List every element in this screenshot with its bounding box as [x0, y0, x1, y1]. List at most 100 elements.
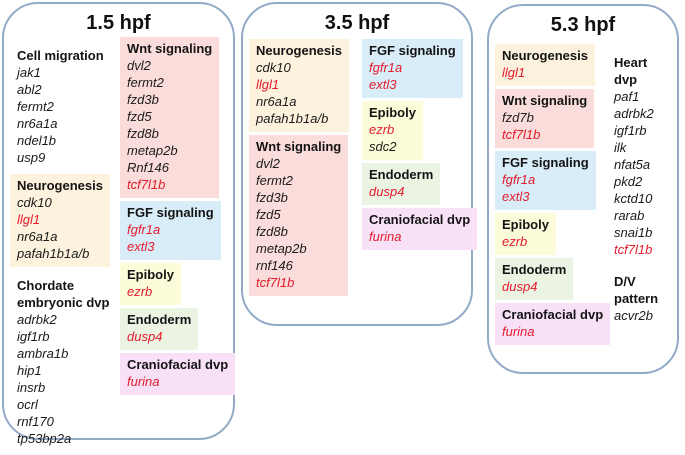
gene-fermt2: fermt2 — [127, 75, 164, 90]
gene-pafah1b1a-b: pafah1b1a/b — [17, 246, 90, 261]
group-endoderm: Endoderm dusp4 — [362, 163, 441, 205]
gene-acvr2b: acvr2b — [614, 308, 654, 323]
gene-ezrb: ezrb — [369, 122, 395, 137]
group-neurogenesis: Neurogenesis cdk10 llgl1 nr6a1a pafah1b1a/b — [249, 39, 349, 132]
group-fgf-signaling: FGF signaling fgfr1a extl3 — [120, 201, 221, 260]
gene-hip1: hip1 — [17, 363, 42, 378]
group-title: Neurogenesis — [502, 48, 588, 63]
gene-nfat5a: nfat5a — [614, 157, 651, 172]
gene-fzd5: fzd5 — [127, 109, 152, 124]
group-title: Craniofacial dvp — [369, 212, 471, 227]
group-epiboly: Epiboly ezrb — [495, 213, 556, 255]
gene-snai1b: snai1b — [614, 225, 653, 240]
group-d-v-pattern: D/V pattern acvr2b — [607, 270, 677, 329]
group-endoderm: Endoderm dusp4 — [120, 308, 199, 350]
group-neurogenesis: Neurogenesis cdk10 llgl1 nr6a1a pafah1b1a/b — [10, 174, 110, 267]
gene-nr6a1a: nr6a1a — [256, 94, 297, 109]
group-title: D/V pattern — [614, 274, 659, 306]
group-wnt-signaling: Wnt signaling dvl2 fermt2 fzd3b fzd5 fzd8b met… — [249, 135, 349, 296]
gene-fgfr1a: fgfr1a — [369, 60, 403, 75]
gene-ezrb: ezrb — [502, 234, 528, 249]
gene-pkd2: pkd2 — [614, 174, 643, 189]
gene-abl2: abl2 — [17, 82, 42, 97]
gene-rnf170: rnf170 — [17, 414, 54, 429]
gene-extl3: extl3 — [127, 239, 155, 254]
gene-ezrb: ezrb — [127, 284, 153, 299]
group-epiboly: Epiboly ezrb sdc2 — [362, 101, 423, 160]
group-epiboly: Epiboly ezrb — [120, 263, 181, 305]
gene-fermt2: fermt2 — [256, 173, 293, 188]
gene-fzd7b: fzd7b — [502, 110, 534, 125]
group-title: Wnt signaling — [502, 93, 588, 108]
group-title: Epiboly — [369, 105, 416, 120]
gene-extl3: extl3 — [369, 77, 397, 92]
gene-nr6a1a: nr6a1a — [17, 116, 58, 131]
panel-columns: Cell migration jak1 abl2 fermt2 nr6a1a ndel1b… — [4, 35, 236, 455]
gene-furina: furina — [502, 324, 535, 339]
gene-llgl1: llgl1 — [256, 77, 280, 92]
gene-fgfr1a: fgfr1a — [502, 172, 536, 187]
gene-adrbk2: adrbk2 — [17, 312, 57, 327]
panel-columns: Neurogenesis llgl1 Wnt signaling fzd7b tcf7l… — [489, 37, 677, 348]
gene-dvl2: dvl2 — [256, 156, 280, 171]
group-title: FGF signaling — [369, 43, 456, 58]
gene-rnf146: rnf146 — [256, 258, 293, 273]
gene-ocrl: ocrl — [17, 397, 38, 412]
panel-column: FGF signaling fgfr1a extl3 Epiboly ezrb sdc2 E… — [362, 39, 478, 299]
panel-columns: Neurogenesis cdk10 llgl1 nr6a1a pafah1b1a/b W… — [243, 35, 478, 299]
gene-rnf146: Rnf146 — [127, 160, 169, 175]
gene-tcf7l1b: tcf7l1b — [256, 275, 295, 290]
group-title: Endoderm — [502, 262, 567, 277]
gene-sdc2: sdc2 — [369, 139, 397, 154]
group-title: Wnt signaling — [256, 139, 342, 154]
group-heart-dvp: Heart dvp paf1 adrbk2 igf1rb ilk nfat5a pkd2 kc… — [607, 51, 677, 263]
gene-adrbk2: adrbk2 — [614, 106, 654, 121]
gene-jak1: jak1 — [17, 65, 41, 80]
gene-dusp4: dusp4 — [502, 279, 538, 294]
gene-furina: furina — [369, 229, 402, 244]
group-title: Endoderm — [369, 167, 434, 182]
gene-pafah1b1a-b: pafah1b1a/b — [256, 111, 329, 126]
group-title: Chordate embryonic dvp — [17, 278, 110, 310]
group-fgf-signaling: FGF signaling fgfr1a extl3 — [495, 151, 596, 210]
gene-furina: furina — [127, 374, 160, 389]
gene-ndel1b: ndel1b — [17, 133, 57, 148]
gene-metap2b: metap2b — [256, 241, 307, 256]
gene-rarab: rarab — [614, 208, 645, 223]
group-chordate-embryonic-dvp: Chordate embryonic dvp adrbk2 igf1rb ambra1… — [10, 274, 120, 452]
gene-tp53bp2a: tp53bp2a — [17, 431, 72, 446]
panel-1-5-hpf: 1.5 hpf Cell migration jak1 abl2 fermt2 nr6a… — [2, 2, 236, 446]
gene-dvl2: dvl2 — [127, 58, 151, 73]
group-title: Wnt signaling — [127, 41, 213, 56]
gene-ambra1b: ambra1b — [17, 346, 69, 361]
gene-insrb: insrb — [17, 380, 46, 395]
gene-metap2b: metap2b — [127, 143, 178, 158]
group-wnt-signaling: Wnt signaling dvl2 fermt2 fzd3b fzd5 fzd8b met… — [120, 37, 220, 198]
group-craniofacial-dvp: Craniofacial dvp furina — [120, 353, 236, 395]
gene-fzd8b: fzd8b — [127, 126, 159, 141]
gene-kctd10: kctd10 — [614, 191, 653, 206]
panel-column: Heart dvp paf1 adrbk2 igf1rb ilk nfat5a pkd2 kc… — [607, 44, 677, 348]
group-title: Neurogenesis — [256, 43, 342, 58]
gene-fzd3b: fzd3b — [127, 92, 159, 107]
group-title: Cell migration — [17, 48, 104, 63]
gene-tcf7l1b: tcf7l1b — [127, 177, 166, 192]
group-cell-migration: Cell migration jak1 abl2 fermt2 nr6a1a ndel1b… — [10, 44, 120, 171]
group-title: Epiboly — [502, 217, 549, 232]
panel-5-3-hpf: 5.3 hpf Neurogenesis llgl1 Wnt signaling fz… — [487, 4, 679, 374]
panel-column: Neurogenesis llgl1 Wnt signaling fzd7b tcf7l… — [495, 44, 611, 348]
group-title: Craniofacial dvp — [502, 307, 604, 322]
gene-igf1rb: igf1rb — [614, 123, 647, 138]
group-title: Epiboly — [127, 267, 174, 282]
group-title: Endoderm — [127, 312, 192, 327]
gene-dusp4: dusp4 — [127, 329, 163, 344]
panel-column: Cell migration jak1 abl2 fermt2 nr6a1a ndel1b… — [10, 37, 120, 455]
gene-extl3: extl3 — [502, 189, 530, 204]
group-title: Heart dvp — [614, 55, 648, 87]
panel-column: Neurogenesis cdk10 llgl1 nr6a1a pafah1b1a/b W… — [249, 39, 362, 299]
panel-column: Wnt signaling dvl2 fermt2 fzd3b fzd5 fzd8b met… — [120, 37, 236, 455]
group-title: FGF signaling — [127, 205, 214, 220]
panel-title: 3.5 hpf — [324, 12, 390, 34]
gene-tcf7l1b: tcf7l1b — [614, 242, 653, 257]
group-wnt-signaling: Wnt signaling fzd7b tcf7l1b — [495, 89, 595, 148]
